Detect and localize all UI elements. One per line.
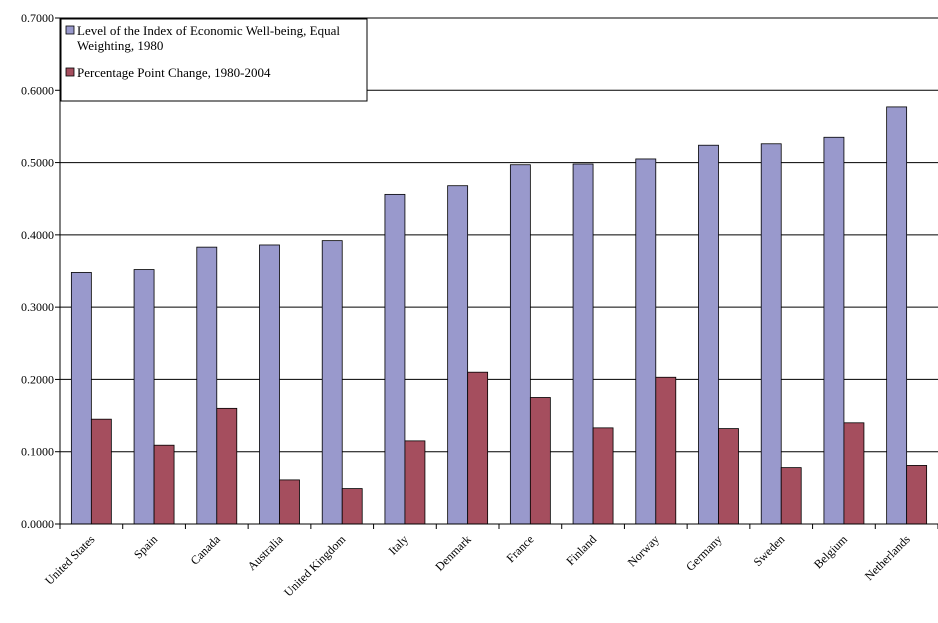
bar-change-1980-2004 <box>718 428 739 525</box>
y-tick-label: 0.6000 <box>21 83 54 97</box>
x-category-label: France <box>503 532 536 565</box>
bar-change-1980-2004 <box>906 465 928 525</box>
bar-change-1980-2004 <box>592 427 614 525</box>
y-tick-label: 0.0000 <box>21 517 54 531</box>
y-axis-ticks: 0.0000 0.1000 0.2000 0.3000 0.4000 0.5000 0.60… <box>21 11 60 531</box>
legend-swatch <box>65 25 75 35</box>
y-tick-label: 0.2000 <box>21 372 54 386</box>
bar-level-1980 <box>698 144 719 525</box>
x-category-label: Netherlands <box>862 532 913 583</box>
bar-level-1980 <box>321 240 343 525</box>
bar-level-1980 <box>760 143 782 525</box>
legend-label: Level of the Index of Economic Well-bein… <box>77 23 340 38</box>
x-category-label: Germany <box>683 532 724 573</box>
legend: Level of the Index of Economic Well-bein… <box>60 18 368 102</box>
x-category-label: Canada <box>188 532 224 568</box>
y-tick-label: 0.1000 <box>21 445 54 459</box>
bar-level-1980 <box>823 136 845 525</box>
bar-level-1980 <box>509 164 531 525</box>
bar-level-1980 <box>447 185 469 525</box>
x-category-label: Australia <box>245 532 286 573</box>
x-category-label: Sweden <box>751 532 788 569</box>
axes <box>59 18 938 529</box>
y-tick-label: 0.3000 <box>21 300 54 314</box>
bar-level-1980 <box>572 163 594 525</box>
x-category-label: Spain <box>131 532 160 561</box>
legend-swatch <box>65 67 75 77</box>
x-category-label: Italy <box>386 532 411 557</box>
y-tick-label: 0.5000 <box>21 156 54 170</box>
x-category-label: United States <box>42 532 98 588</box>
bar-change-1980-2004 <box>843 422 865 525</box>
bar-change-1980-2004 <box>529 397 551 525</box>
bar-level-1980 <box>886 106 908 525</box>
bar-change-1980-2004 <box>404 440 426 525</box>
bar-change-1980-2004 <box>216 407 238 525</box>
bar-change-1980-2004 <box>341 488 363 525</box>
bar-change-1980-2004 <box>90 418 112 525</box>
y-tick-label: 0.7000 <box>21 11 54 25</box>
x-axis-labels: United States Spain Canada AustraliaUnited … <box>42 532 913 600</box>
bars <box>70 106 928 525</box>
legend-label: Weighting, 1980 <box>77 38 163 53</box>
x-category-label: Finland <box>563 532 599 568</box>
bar-level-1980 <box>196 246 218 525</box>
bar-level-1980 <box>70 272 92 525</box>
bar-level-1980 <box>259 244 280 525</box>
bar-change-1980-2004 <box>467 371 489 525</box>
bar-change-1980-2004 <box>279 479 300 525</box>
legend-label: Percentage Point Change, 1980-2004 <box>77 65 271 80</box>
bar-level-1980 <box>384 193 406 525</box>
x-category-label: Belgium <box>811 532 851 572</box>
bar-level-1980 <box>635 158 657 525</box>
bar-change-1980-2004 <box>153 444 175 525</box>
x-category-label: United Kingdom <box>281 532 349 600</box>
x-category-label: Denmark <box>432 532 473 573</box>
bar-change-1980-2004 <box>655 376 677 525</box>
bar-level-1980 <box>133 269 155 525</box>
x-category-label: Norway <box>625 532 662 569</box>
bar-change-1980-2004 <box>780 467 802 525</box>
legend-box <box>60 18 368 102</box>
y-tick-label: 0.4000 <box>21 228 54 242</box>
